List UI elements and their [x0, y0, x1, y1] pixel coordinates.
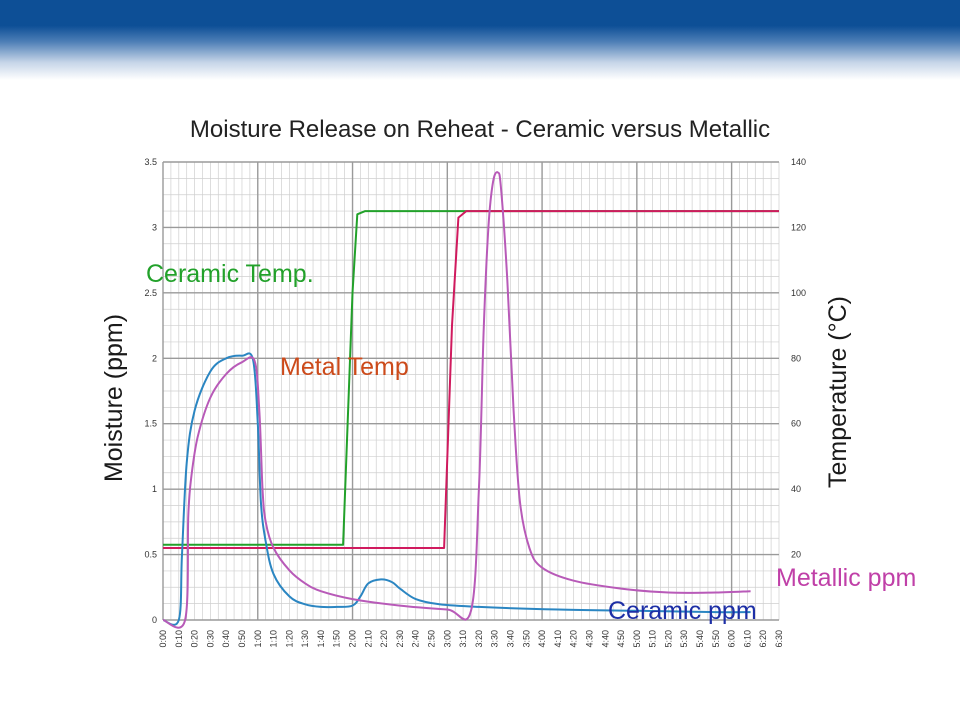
x-tick-label: 4:00: [537, 630, 547, 648]
x-tick-label: 0:30: [205, 630, 215, 648]
x-tick-label: 5:40: [695, 630, 705, 648]
x-tick-label: 4:30: [584, 630, 594, 648]
y-left-tick-label: 2: [152, 353, 157, 363]
x-tick-label: 3:40: [505, 630, 515, 648]
label-metallic-ppm: Metallic ppm: [776, 564, 916, 592]
x-tick-label: 3:20: [474, 630, 484, 648]
top-banner: [0, 0, 960, 80]
x-tick-label: 1:00: [253, 630, 263, 648]
y-right-tick-label: 120: [791, 222, 806, 232]
series-line-ceramic-temp: [163, 210, 779, 546]
x-tick-label: 1:50: [332, 630, 342, 648]
y-left-tick-label: 0: [152, 615, 157, 625]
x-tick-label: 0:10: [174, 630, 184, 648]
x-tick-label: 2:20: [379, 630, 389, 648]
x-tick-label: 6:00: [727, 630, 737, 648]
x-tick-label: 2:30: [395, 630, 405, 648]
label-ceramic-temp: Ceramic Temp.: [146, 260, 314, 288]
x-tick-label: 4:50: [616, 630, 626, 648]
x-tick-label: 3:50: [521, 630, 531, 648]
x-tick-label: 2:00: [348, 630, 358, 648]
x-tick-label: 0:00: [158, 630, 168, 648]
x-tick-label: 4:20: [569, 630, 579, 648]
x-tick-label: 1:30: [300, 630, 310, 648]
x-tick-label: 0:20: [190, 630, 200, 648]
y-right-tick-label: 100: [791, 288, 806, 298]
y-right-tick-label: 140: [791, 157, 806, 167]
x-tick-label: 3:00: [442, 630, 452, 648]
y-axis-left-ticks: 0 0.5 1 1.5 2 2.5 3 3.5: [144, 157, 157, 625]
series-line-metal-temp: [163, 210, 779, 549]
y-axis-right-label: Temperature (°C): [824, 296, 852, 488]
y-left-tick-label: 0.5: [144, 550, 157, 560]
x-tick-label: 1:20: [284, 630, 294, 648]
series-lines: [162, 171, 779, 629]
y-right-tick-label: 40: [791, 484, 801, 494]
grid-minor: [163, 162, 780, 620]
y-left-tick-label: 1.5: [144, 419, 157, 429]
y-right-tick-label: 20: [791, 550, 801, 560]
x-tick-label: 5:50: [711, 630, 721, 648]
y-axis-right-ticks: 20 40 60 80 100 120 140: [791, 157, 806, 560]
x-axis-ticks: 0:00 0:10 0:20 0:30 0:40 0:50 1:00 1:10 1:20 1:30…: [158, 630, 784, 648]
series-line-ceramic-ppm: [162, 352, 751, 626]
x-tick-label: 5:00: [632, 630, 642, 648]
x-tick-label: 0:50: [237, 630, 247, 648]
y-right-tick-label: 60: [791, 419, 801, 429]
x-tick-label: 4:40: [600, 630, 610, 648]
x-tick-label: 1:10: [269, 630, 279, 648]
x-tick-label: 0:40: [221, 630, 231, 648]
y-left-tick-label: 3: [152, 222, 157, 232]
x-tick-label: 5:10: [648, 630, 658, 648]
y-axis-left-label: Moisture (ppm): [100, 314, 128, 482]
x-tick-label: 3:30: [490, 630, 500, 648]
x-tick-label: 5:20: [663, 630, 673, 648]
x-tick-label: 5:30: [679, 630, 689, 648]
chart-title: Moisture Release on Reheat - Ceramic ver…: [189, 116, 771, 143]
x-tick-label: 2:40: [411, 630, 421, 648]
y-right-tick-label: 80: [791, 353, 801, 363]
series-line-metallic-ppm: [162, 171, 751, 629]
x-tick-label: 6:10: [742, 630, 752, 648]
x-tick-label: 2:10: [363, 630, 373, 648]
x-tick-label: 3:10: [458, 630, 468, 648]
y-left-tick-label: 1: [152, 484, 157, 494]
x-tick-label: 4:10: [553, 630, 563, 648]
y-left-tick-label: 2.5: [144, 288, 157, 298]
x-tick-label: 1:40: [316, 630, 326, 648]
label-ceramic-ppm: Ceramic ppm: [608, 597, 757, 625]
x-tick-label: 6:20: [758, 630, 768, 648]
label-metal-temp: Metal Temp: [280, 353, 409, 381]
x-tick-label: 2:50: [427, 630, 437, 648]
x-tick-label: 6:30: [774, 630, 784, 648]
y-left-tick-label: 3.5: [144, 157, 157, 167]
